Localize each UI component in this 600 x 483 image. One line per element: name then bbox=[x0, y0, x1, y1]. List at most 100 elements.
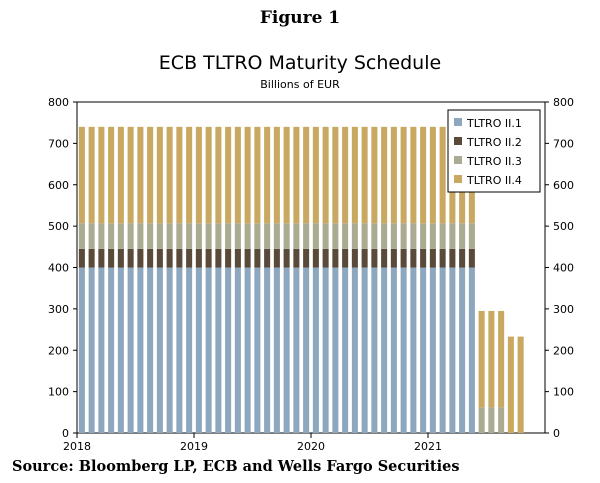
y-tick-label-right: 100 bbox=[553, 386, 574, 399]
bar-segment bbox=[117, 248, 124, 268]
bar-segment bbox=[137, 126, 144, 224]
bar-segment bbox=[498, 310, 505, 408]
bar-segment bbox=[205, 267, 212, 433]
y-tick-label-left: 600 bbox=[48, 179, 69, 192]
bar-segment bbox=[215, 267, 222, 433]
bar-segment bbox=[332, 223, 339, 249]
bar-segment bbox=[147, 223, 154, 249]
bar-segment bbox=[186, 223, 193, 249]
bar-segment bbox=[312, 223, 319, 249]
bar-segment bbox=[429, 223, 436, 249]
legend-label: TLTRO II.1 bbox=[466, 117, 522, 130]
legend-swatch bbox=[454, 156, 462, 164]
bar-segment bbox=[127, 267, 134, 433]
bar-segment bbox=[439, 267, 446, 433]
bar-segment bbox=[303, 126, 310, 224]
y-tick-label-left: 800 bbox=[48, 96, 69, 109]
bar-segment bbox=[439, 126, 446, 224]
bar-segment bbox=[459, 223, 466, 249]
y-tick-label-right: 300 bbox=[553, 303, 574, 316]
bar-segment bbox=[264, 267, 271, 433]
bar-segment bbox=[156, 126, 163, 224]
legend-label: TLTRO II.3 bbox=[466, 155, 522, 168]
bar-segment bbox=[117, 126, 124, 224]
bar-segment bbox=[468, 223, 475, 249]
legend-swatch bbox=[454, 137, 462, 145]
legend-swatch bbox=[454, 175, 462, 183]
bar-segment bbox=[351, 267, 358, 433]
bar-segment bbox=[234, 223, 241, 249]
bar-segment bbox=[459, 267, 466, 433]
bar-segment bbox=[429, 248, 436, 268]
bar-segment bbox=[342, 223, 349, 249]
bar-segment bbox=[293, 267, 300, 433]
bar-segment bbox=[254, 126, 261, 224]
bar-segment bbox=[390, 223, 397, 249]
bar-segment bbox=[108, 223, 115, 249]
bar-segment bbox=[98, 126, 105, 224]
bar-segment bbox=[78, 248, 85, 268]
bar-segment bbox=[264, 248, 271, 268]
y-tick-label-right: 700 bbox=[553, 137, 574, 150]
bar-segment bbox=[283, 248, 290, 268]
bar-segment bbox=[215, 126, 222, 224]
bar-segment bbox=[186, 126, 193, 224]
bar-segment bbox=[254, 248, 261, 268]
bar-segment bbox=[410, 248, 417, 268]
bar-segment bbox=[293, 126, 300, 224]
bar-segment bbox=[507, 336, 514, 433]
bar-segment bbox=[283, 267, 290, 433]
bar-segment bbox=[381, 248, 388, 268]
bar-segment bbox=[78, 223, 85, 249]
bar-segment bbox=[312, 248, 319, 268]
bar-segment bbox=[195, 126, 202, 224]
bar-segment bbox=[166, 126, 173, 224]
bar-segment bbox=[147, 248, 154, 268]
bar-segment bbox=[498, 407, 505, 433]
legend-label: TLTRO II.2 bbox=[466, 136, 522, 149]
legend-box bbox=[447, 109, 541, 193]
x-tick-label: 2018 bbox=[63, 440, 91, 453]
bar-segment bbox=[303, 267, 310, 433]
bar-segment bbox=[225, 223, 232, 249]
bar-segment bbox=[420, 223, 427, 249]
figure-label: Figure 1 bbox=[259, 8, 341, 28]
y-tick-label-right: 200 bbox=[553, 344, 574, 357]
y-tick-label-right: 0 bbox=[553, 427, 560, 440]
bar-segment bbox=[361, 248, 368, 268]
y-tick-label-right: 400 bbox=[553, 262, 574, 275]
bar-segment bbox=[400, 223, 407, 249]
bar-segment bbox=[137, 267, 144, 433]
bar-segment bbox=[429, 267, 436, 433]
bar-segment bbox=[312, 267, 319, 433]
bar-segment bbox=[215, 248, 222, 268]
bar-segment bbox=[156, 248, 163, 268]
bar-segment bbox=[166, 267, 173, 433]
bar-segment bbox=[156, 267, 163, 433]
y-tick-label-left: 700 bbox=[48, 137, 69, 150]
bar-segment bbox=[186, 267, 193, 433]
bar-segment bbox=[147, 126, 154, 224]
bar-segment bbox=[78, 126, 85, 224]
bar-segment bbox=[342, 248, 349, 268]
bar-segment bbox=[293, 223, 300, 249]
bar-segment bbox=[400, 267, 407, 433]
bar-segment bbox=[273, 126, 280, 224]
x-tick-label: 2021 bbox=[414, 440, 442, 453]
bar-segment bbox=[488, 310, 495, 408]
bar-segment bbox=[468, 267, 475, 433]
bar-segment bbox=[108, 126, 115, 224]
bar-segment bbox=[127, 223, 134, 249]
x-tick-label: 2020 bbox=[297, 440, 325, 453]
bar-segment bbox=[459, 248, 466, 268]
bar-segment bbox=[88, 248, 95, 268]
bar-segment bbox=[127, 126, 134, 224]
bar-segment bbox=[361, 223, 368, 249]
bar-segment bbox=[127, 248, 134, 268]
bar-segment bbox=[117, 223, 124, 249]
bar-segment bbox=[478, 407, 485, 433]
bar-segment bbox=[166, 248, 173, 268]
bar-segment bbox=[205, 126, 212, 224]
bar-segment bbox=[147, 267, 154, 433]
